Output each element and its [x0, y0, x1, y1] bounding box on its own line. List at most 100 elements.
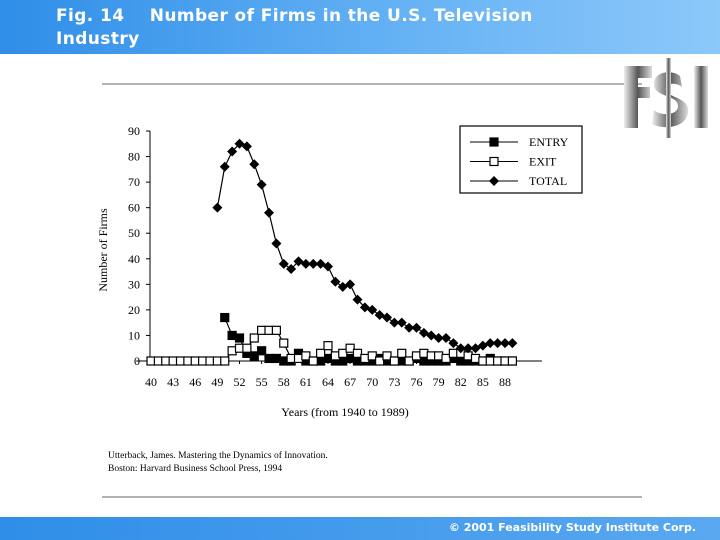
marker	[338, 348, 348, 358]
marker	[492, 338, 503, 349]
marker	[249, 333, 259, 343]
marker	[345, 279, 356, 290]
x-tick-label: 40	[145, 375, 157, 389]
x-tick-label: 76	[411, 375, 423, 389]
marker	[286, 264, 297, 274]
marker	[404, 322, 415, 333]
series	[146, 325, 517, 366]
marker	[323, 341, 333, 351]
y-tick-label: 90	[128, 124, 140, 138]
marker	[330, 276, 341, 287]
x-tick-label: 46	[189, 375, 201, 389]
marker	[219, 161, 230, 172]
x-tick-label: 55	[256, 375, 268, 389]
marker	[212, 202, 223, 213]
marker	[242, 343, 252, 353]
marker	[433, 333, 444, 343]
y-tick-label: 70	[128, 175, 140, 189]
marker	[301, 351, 311, 361]
marker	[300, 258, 311, 269]
x-tick-label: 70	[366, 375, 378, 389]
x-tick-label: 82	[455, 375, 467, 389]
marker	[352, 348, 363, 358]
marker	[308, 258, 319, 269]
footer-bar	[0, 517, 720, 540]
marker	[367, 304, 378, 315]
y-tick-label: 50	[128, 226, 140, 240]
y-tick-label: 10	[128, 328, 140, 342]
marker	[367, 351, 377, 361]
marker	[396, 317, 407, 328]
marker	[249, 351, 259, 361]
marker	[220, 356, 230, 366]
marker	[489, 176, 499, 186]
footer-text: © 2001 Feasibility Study Institute Corp.	[448, 521, 696, 534]
marker	[249, 159, 260, 170]
x-tick-label: 49	[211, 375, 223, 389]
x-axis-title: Years (from 1940 to 1989)	[281, 405, 408, 419]
source-text: Utterback, James. Mastering the Dynamics…	[108, 450, 328, 461]
marker	[389, 356, 399, 366]
x-tick-label: 88	[499, 375, 511, 389]
x-tick-label: 61	[300, 375, 312, 389]
header-bar	[0, 0, 720, 54]
x-tick-label: 43	[167, 375, 179, 389]
x-tick-label: 79	[433, 375, 445, 389]
marker	[397, 348, 407, 358]
marker	[448, 338, 459, 349]
marker	[455, 343, 466, 354]
marker	[411, 322, 422, 333]
marker	[404, 356, 414, 366]
legend-label: ENTRY	[529, 135, 569, 149]
x-tick-label: 58	[278, 375, 290, 389]
marker	[489, 137, 499, 147]
marker	[489, 156, 499, 167]
marker	[264, 207, 274, 218]
marker	[278, 258, 289, 269]
marker	[271, 325, 281, 335]
marker	[241, 141, 252, 152]
x-tick-label: 64	[322, 375, 334, 389]
marker	[316, 348, 326, 358]
marker	[352, 294, 363, 305]
marker	[485, 338, 496, 349]
logo	[624, 58, 708, 138]
y-tick-label: 20	[128, 303, 140, 317]
y-tick-label: 30	[128, 277, 140, 291]
marker	[500, 338, 510, 349]
y-tick-label: 60	[128, 201, 140, 215]
slide-title: Fig. 14 Number of Firms in the U.S. Tele…	[56, 6, 540, 49]
y-axis-title: Number of Firms	[96, 208, 110, 292]
y-tick-label: 0	[134, 354, 140, 368]
x-tick-label: 52	[234, 375, 246, 389]
x-tick-label: 67	[344, 375, 356, 389]
y-tick-label: 80	[128, 150, 140, 164]
source-text: Boston: Harvard Business School Press, 1…	[108, 464, 282, 474]
marker	[463, 343, 474, 354]
y-tick-label: 40	[128, 252, 140, 266]
x-tick-label: 85	[477, 375, 489, 389]
marker	[257, 346, 267, 356]
marker	[441, 353, 451, 364]
legend-box	[459, 125, 583, 194]
marker	[441, 333, 451, 343]
marker	[345, 343, 355, 353]
marker	[507, 338, 518, 349]
marker	[507, 356, 517, 366]
marker	[382, 351, 392, 361]
legend-label: EXIT	[529, 155, 557, 169]
marker	[279, 338, 289, 348]
x-tick-label: 73	[388, 375, 400, 389]
marker	[308, 356, 318, 366]
marker	[389, 317, 400, 328]
series	[212, 138, 518, 354]
marker	[375, 356, 385, 366]
marker	[382, 312, 392, 323]
marker	[323, 261, 333, 272]
marker	[227, 146, 238, 157]
legend-label: TOTAL	[529, 174, 567, 188]
marker	[234, 333, 245, 343]
marker	[256, 179, 267, 190]
